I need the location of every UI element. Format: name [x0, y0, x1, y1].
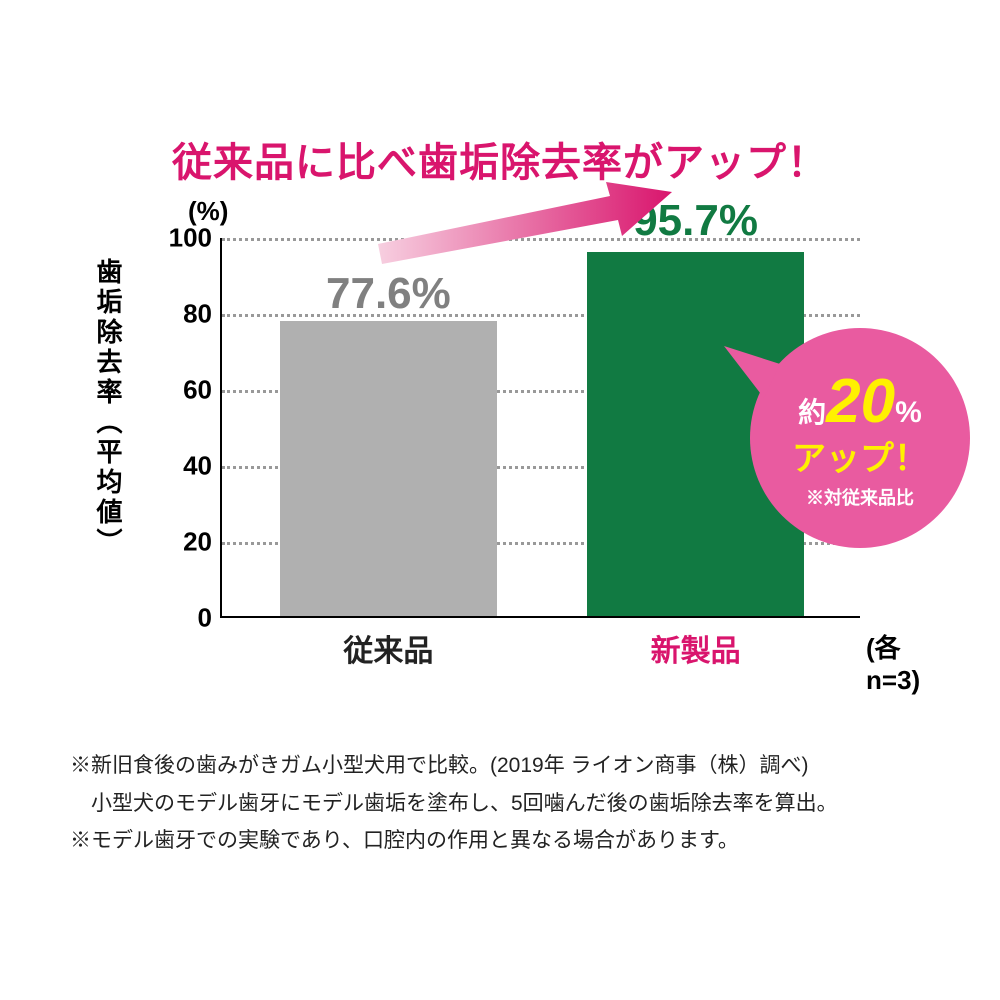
y-tick-label: 80: [142, 299, 212, 330]
y-tick-label: 100: [142, 223, 212, 254]
x-label: 従来品: [343, 626, 433, 670]
bubble-tail: [724, 346, 784, 406]
bar-value-label: 77.6%: [326, 269, 451, 319]
bubble-big-number: 20: [826, 367, 895, 436]
trend-arrow: [370, 178, 680, 268]
footnote-line: ※新旧食後の歯みがきガム小型犬用で比較。(2019年 ライオン商事（株）調べ): [70, 748, 930, 784]
bubble-line2: アップ！: [792, 431, 928, 480]
footnotes: ※新旧食後の歯みがきガム小型犬用で比較。(2019年 ライオン商事（株）調べ) …: [70, 748, 930, 859]
y-tick-label: 60: [142, 375, 212, 406]
n-note: (各n=3): [866, 628, 920, 696]
footnote-line: 小型犬のモデル歯牙にモデル歯垢を塗布し、5回噛んだ後の歯垢除去率を算出。: [70, 786, 930, 822]
bubble-line1: 約20%: [798, 366, 922, 437]
footnote-line: ※モデル歯牙での実験であり、口腔内の作用と異なる場合があります。: [70, 823, 930, 859]
bubble-suffix: %: [895, 396, 922, 429]
bar-chart: (%) 歯垢除去率（平均値） 02040608010077.6%従来品95.7%…: [70, 198, 930, 668]
callout-bubble: 約20% アップ！ ※対従来品比: [750, 328, 970, 548]
y-tick-label: 20: [142, 527, 212, 558]
bubble-line3: ※対従来品比: [806, 484, 914, 510]
y-axis-title: 歯垢除去率（平均値）: [90, 258, 127, 558]
x-label: 新製品: [651, 626, 741, 670]
bar-従来品: 77.6%: [280, 321, 498, 616]
y-tick-label: 0: [142, 603, 212, 634]
bubble-prefix: 約: [798, 397, 826, 428]
y-tick-label: 40: [142, 451, 212, 482]
